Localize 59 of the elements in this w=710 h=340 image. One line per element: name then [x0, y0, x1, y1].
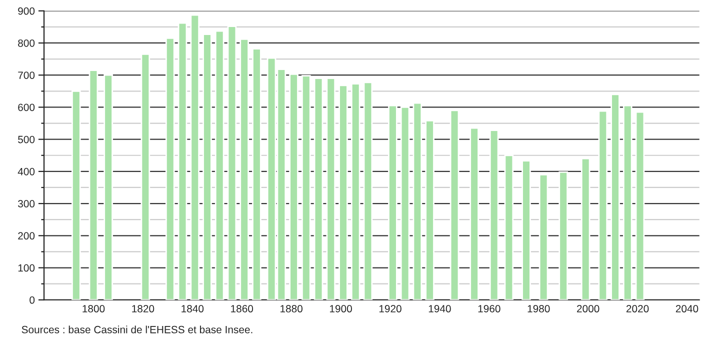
x-tick-label: 1900	[330, 305, 352, 312]
bar	[538, 174, 548, 300]
bar	[598, 110, 608, 300]
x-tick-label: 1920	[379, 305, 402, 312]
bar	[338, 84, 348, 300]
y-tick-label: 500	[18, 136, 35, 144]
x-tick-label: 1940	[428, 305, 451, 312]
y-tick-label: 100	[18, 264, 35, 272]
x-tick-label: 2000	[577, 305, 600, 312]
bar	[350, 83, 360, 300]
bar	[227, 26, 237, 300]
bar	[489, 130, 499, 300]
x-tick-label: 1960	[478, 305, 500, 312]
bar	[558, 171, 568, 300]
x-tick-label: 1860	[231, 305, 254, 312]
x-tick-label: 1840	[182, 305, 204, 312]
bar	[580, 158, 590, 300]
bar	[388, 104, 398, 300]
bar	[202, 34, 212, 300]
bar	[450, 110, 460, 300]
x-tick-label: 2040	[676, 305, 698, 312]
x-tick-label: 1800	[82, 305, 105, 312]
y-tick-label: 600	[18, 104, 35, 112]
bar	[522, 160, 531, 300]
y-tick-label: 0	[30, 296, 35, 304]
bar	[504, 154, 514, 300]
y-tick-label: 200	[18, 232, 35, 240]
bar	[165, 37, 175, 300]
x-tick-label: 1880	[280, 305, 302, 312]
source-note: Sources : base Cassini de l'EHESS et base Insee.	[22, 326, 252, 334]
x-tick-label: 2020	[626, 305, 649, 312]
bar	[252, 48, 262, 300]
bar	[240, 38, 249, 300]
bar	[622, 104, 632, 300]
bar	[425, 120, 434, 300]
bar	[470, 127, 479, 300]
bar	[610, 94, 620, 300]
y-tick-label: 300	[18, 200, 35, 208]
x-tick-label: 1820	[132, 305, 154, 312]
bar	[363, 82, 373, 300]
bar	[302, 75, 311, 300]
bar	[190, 14, 200, 300]
y-tick-label: 700	[18, 72, 35, 79]
bar	[314, 78, 324, 300]
bar	[140, 54, 150, 300]
bar	[72, 90, 81, 300]
bar	[88, 70, 98, 300]
bar	[412, 102, 422, 300]
x-tick-label: 1980	[528, 305, 550, 312]
y-tick-label: 800	[18, 39, 35, 47]
bar	[104, 74, 113, 300]
bar	[289, 73, 298, 300]
y-tick-label: 400	[18, 168, 35, 176]
bar	[635, 111, 645, 300]
y-tick-label: 900	[18, 7, 35, 15]
bar	[400, 106, 410, 300]
bar	[214, 30, 224, 300]
bar	[326, 78, 336, 300]
bar	[178, 22, 188, 300]
